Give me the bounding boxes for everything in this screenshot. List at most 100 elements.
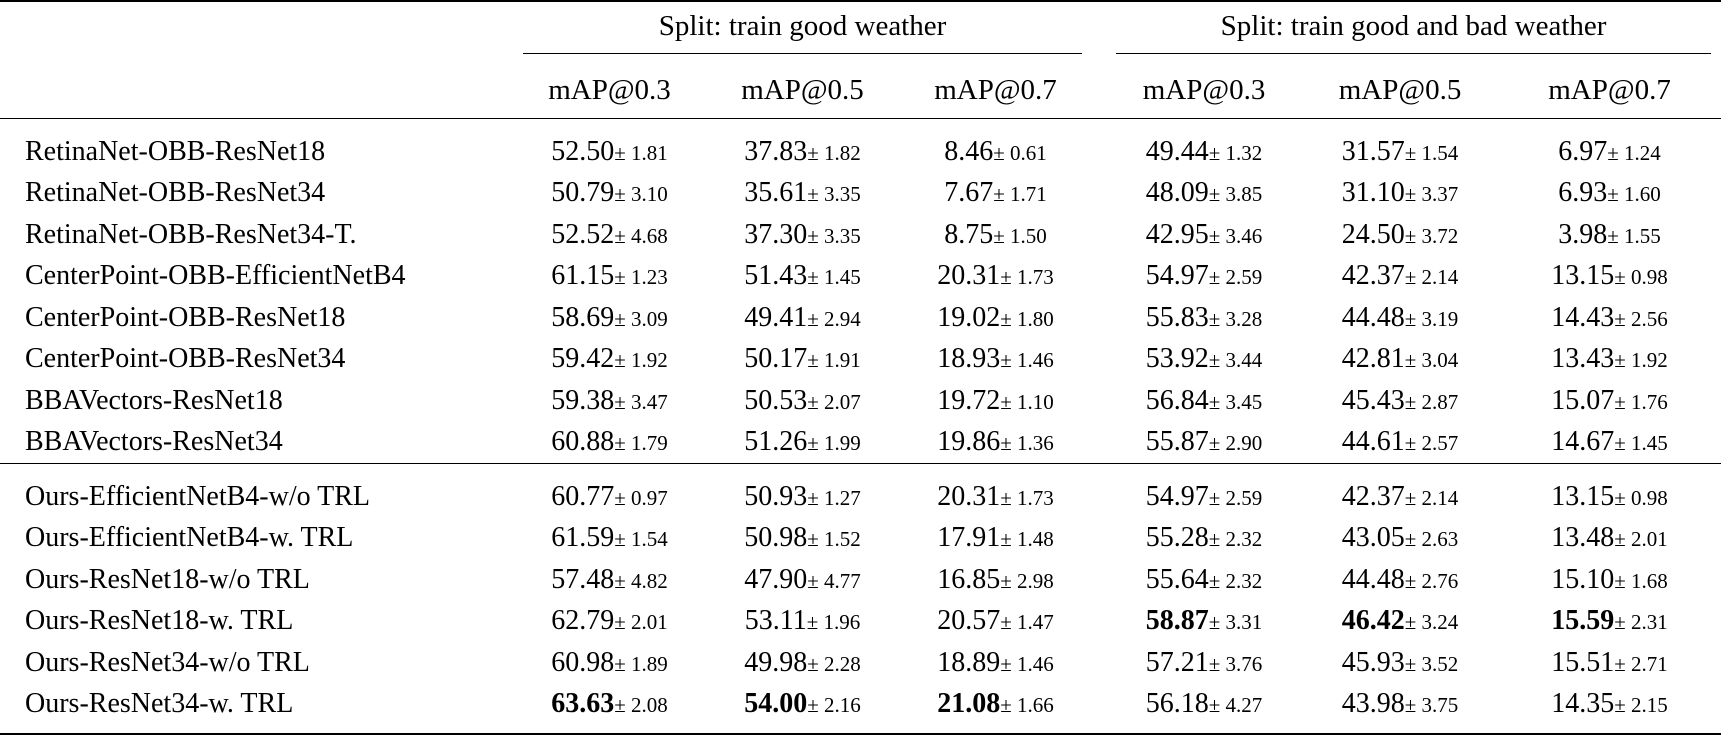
metric-value: 8.46	[944, 135, 994, 167]
spacer-cell	[1498, 119, 1721, 132]
metric-value: 13.15	[1551, 480, 1615, 512]
metric-std: ± 3.76	[1208, 651, 1263, 676]
model-name: Ours-EfficientNetB4-w/o TRL	[25, 480, 371, 512]
metric-value: 60.88	[551, 426, 615, 458]
metric-std: ± 1.99	[807, 431, 861, 456]
metric-value: 55.28	[1145, 522, 1209, 554]
spacer-cell	[1106, 119, 1302, 132]
table-row: CenterPoint-OBB-ResNet34 59.42± 1.92 50.17…	[0, 339, 1721, 381]
table-row: Ours-ResNet34-w. TRL 63.63± 2.08 54.00± 2.…	[0, 684, 1721, 726]
empty-corner	[0, 62, 513, 119]
metric-std: ± 2.14	[1404, 265, 1459, 290]
metric-cell: 53.92± 3.44	[1106, 339, 1302, 381]
metric-std: ± 1.45	[1614, 431, 1668, 456]
metric-value: 13.48	[1551, 522, 1615, 554]
metric-std: ± 0.61	[993, 140, 1047, 165]
table-row: BBAVectors-ResNet18 59.38± 3.47 50.53± 2.0…	[0, 380, 1721, 422]
group-gap	[1092, 297, 1106, 339]
model-name: Ours-ResNet34-w. TRL	[25, 688, 294, 720]
metric-cell: 55.87± 2.90	[1106, 422, 1302, 464]
metric-cell: 19.72± 1.10	[899, 380, 1092, 422]
metric-std: ± 2.59	[1208, 265, 1263, 290]
metric-cell: 31.10± 3.37	[1302, 173, 1498, 215]
metric-cell: 59.42± 1.92	[513, 339, 706, 381]
metric-cell: 20.31± 1.73	[899, 476, 1092, 518]
group-header-label: Split: train good and bad weather	[1116, 10, 1712, 54]
metric-cell: 13.15± 0.98	[1498, 476, 1721, 518]
metric-std: ± 1.71	[993, 182, 1047, 207]
metric-std: ± 2.98	[1000, 568, 1054, 593]
metric-value: 42.37	[1341, 480, 1405, 512]
metric-std: ± 4.77	[807, 568, 861, 593]
metric-std: ± 2.14	[1404, 485, 1459, 510]
results-body: RetinaNet-OBB-ResNet18 52.50± 1.81 37.83± …	[0, 119, 1721, 734]
metric-cell: 55.28± 2.32	[1106, 518, 1302, 560]
metric-std: ± 4.82	[614, 568, 668, 593]
spacer-cell	[1106, 464, 1302, 477]
metric-value: 54.97	[1145, 260, 1209, 292]
metric-std: ± 2.57	[1404, 431, 1459, 456]
metric-std: ± 1.79	[614, 431, 668, 456]
metric-value: 35.61	[744, 177, 808, 209]
metric-std: ± 1.47	[1000, 610, 1054, 635]
metric-value: 21.08	[937, 688, 1001, 720]
metric-cell: 60.77± 0.97	[513, 476, 706, 518]
table-row: CenterPoint-OBB-EfficientNetB4 61.15± 1.2…	[0, 256, 1721, 298]
metric-std: ± 3.24	[1404, 610, 1459, 635]
spacer-cell	[1092, 725, 1106, 734]
group-header-label: Split: train good weather	[523, 10, 1083, 54]
metric-value: 31.10	[1341, 177, 1405, 209]
metric-std: ± 2.31	[1614, 610, 1668, 635]
metric-value: 58.69	[551, 301, 615, 333]
metric-cell: 54.97± 2.59	[1106, 256, 1302, 298]
metric-std: ± 3.52	[1404, 651, 1459, 676]
spacer-cell	[1302, 464, 1498, 477]
metric-std: ± 2.07	[807, 389, 861, 414]
metric-value: 16.85	[937, 563, 1001, 595]
metric-cell: 61.15± 1.23	[513, 256, 706, 298]
group-gap	[1092, 684, 1106, 726]
metric-value: 14.67	[1551, 426, 1615, 458]
metric-value: 18.93	[937, 343, 1001, 375]
metric-std: ± 1.32	[1208, 140, 1263, 165]
metric-value: 50.93	[744, 480, 808, 512]
group-gap	[1092, 601, 1106, 643]
metric-std: ± 2.28	[807, 651, 861, 676]
spacer-cell	[899, 119, 1092, 132]
table-row: Ours-ResNet18-w. TRL 62.79± 2.01 53.11± 1.…	[0, 601, 1721, 643]
metric-value: 47.90	[744, 563, 808, 595]
metric-value: 62.79	[551, 605, 615, 637]
model-name: CenterPoint-OBB-ResNet34	[25, 343, 346, 375]
table-row: Ours-EfficientNetB4-w/o TRL 60.77± 0.97 50…	[0, 476, 1721, 518]
metric-value: 53.11	[744, 605, 807, 637]
group-gap	[1092, 131, 1106, 173]
metric-value: 14.43	[1551, 301, 1615, 333]
metric-std: ± 1.10	[1000, 389, 1054, 414]
group-gap	[1092, 642, 1106, 684]
metric-cell: 55.83± 3.28	[1106, 297, 1302, 339]
metric-cell: 50.53± 2.07	[706, 380, 899, 422]
spacer-cell	[1302, 119, 1498, 132]
metric-header: mAP@0.3	[1142, 73, 1266, 106]
metric-value: 55.64	[1145, 563, 1209, 595]
metric-std: ± 1.54	[614, 527, 668, 552]
model-name: Ours-ResNet18-w. TRL	[25, 605, 294, 637]
metric-value: 51.26	[744, 426, 808, 458]
metric-std: ± 3.35	[807, 223, 861, 248]
metric-value: 18.89	[937, 646, 1001, 678]
metric-std: ± 2.59	[1208, 485, 1263, 510]
metric-header: mAP@0.7	[1548, 73, 1671, 106]
metric-std: ± 1.54	[1404, 140, 1459, 165]
metric-cell: 50.98± 1.52	[706, 518, 899, 560]
metric-value: 43.98	[1341, 688, 1405, 720]
metric-value: 60.98	[551, 646, 615, 678]
metric-cell: 50.17± 1.91	[706, 339, 899, 381]
metric-cell: 59.38± 3.47	[513, 380, 706, 422]
metric-cell: 37.30± 3.35	[706, 214, 899, 256]
metric-value: 15.10	[1551, 563, 1615, 595]
metric-value: 13.15	[1551, 260, 1615, 292]
metric-std: ± 2.63	[1404, 527, 1459, 552]
metric-cell: 50.79± 3.10	[513, 173, 706, 215]
group-gap	[1092, 380, 1106, 422]
metric-cell: 51.26± 1.99	[706, 422, 899, 464]
